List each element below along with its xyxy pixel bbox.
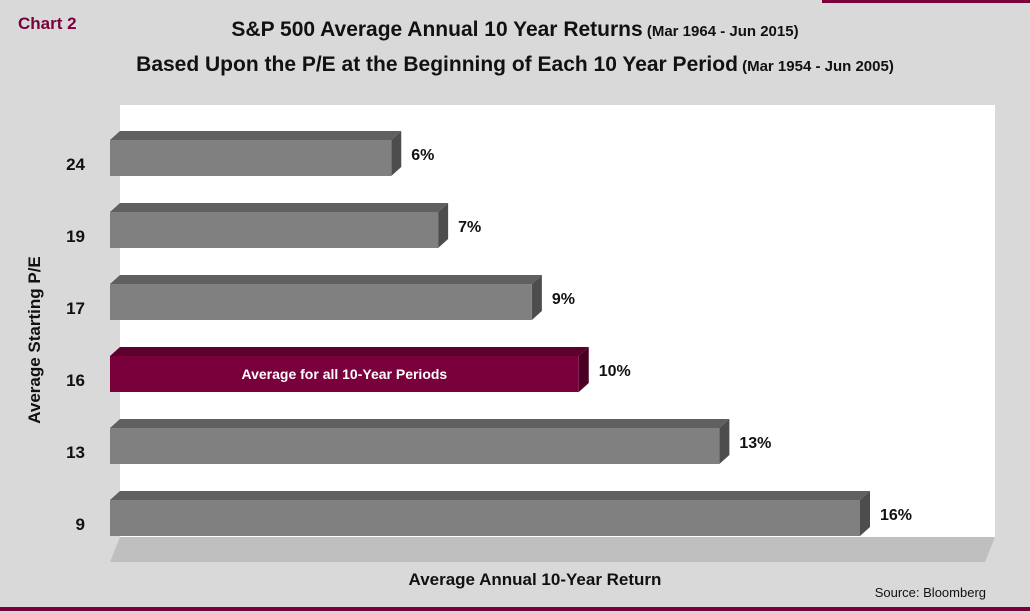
bar-24: [110, 131, 402, 176]
title-line-1-sub: (Mar 1964 - Jun 2015): [642, 23, 799, 40]
bar-side-face: [860, 491, 870, 536]
bar-19: [110, 203, 449, 248]
bar-front-face: [110, 428, 720, 464]
source-note: Source: Bloomberg: [874, 585, 986, 600]
bar-13: [110, 419, 730, 464]
bar-front-face: [110, 212, 439, 248]
y-axis-title: Average Starting P/E: [25, 256, 44, 424]
data-label-17: 9%: [552, 291, 575, 308]
bar-top-face: [110, 491, 870, 500]
bar-front-face: [110, 284, 532, 320]
y-tick-label-16: 16: [66, 371, 85, 390]
y-tick-label-17: 17: [66, 299, 85, 318]
chart-title-line-2: Based Upon the P/E at the Beginning of E…: [0, 53, 1030, 77]
title-line-1-main: S&P 500 Average Annual 10 Year Returns: [231, 18, 643, 41]
bar-side-face: [531, 275, 542, 320]
y-tick-label-24: 24: [66, 155, 85, 174]
data-label-16: 10%: [599, 363, 631, 380]
bar-side-face: [719, 419, 730, 464]
bar-top-face: [110, 203, 449, 212]
data-label-19: 7%: [458, 219, 481, 236]
bar-front-face: [110, 140, 392, 176]
data-label-24: 6%: [411, 147, 434, 164]
bar-17: [110, 275, 542, 320]
bar-side-face: [438, 203, 449, 248]
data-label-9: 16%: [880, 507, 912, 524]
y-tick-label-13: 13: [66, 443, 85, 462]
highlight-bar-label: Average for all 10-Year Periods: [242, 366, 448, 382]
chart-title-line-1: S&P 500 Average Annual 10 Year Returns (…: [0, 18, 1030, 42]
bar-top-face: [110, 347, 589, 356]
data-label-13: 13%: [739, 435, 771, 452]
plot-area-floor: [110, 537, 995, 562]
bar-front-face: [110, 500, 860, 536]
bar-top-face: [110, 131, 402, 140]
bar-side-face: [391, 131, 402, 176]
bar-front-face: [110, 356, 579, 392]
bar-top-face: [110, 275, 542, 284]
bar-16: [110, 347, 589, 392]
title-line-2-sub: (Mar 1954 - Jun 2005): [737, 58, 894, 75]
chart-number-label: Chart 2: [18, 14, 77, 33]
bottom-accent-rule: [0, 607, 1030, 611]
bar-top-face: [110, 419, 730, 428]
bar-side-face: [578, 347, 589, 392]
top-accent-rule: [822, 0, 1030, 3]
title-line-2-main: Based Upon the P/E at the Beginning of E…: [136, 53, 738, 76]
bar-9: [110, 491, 870, 536]
x-axis-title: Average Annual 10-Year Return: [409, 570, 662, 589]
plot-area-wall: [120, 105, 995, 537]
y-tick-label-9: 9: [76, 515, 85, 534]
y-tick-label-19: 19: [66, 227, 85, 246]
